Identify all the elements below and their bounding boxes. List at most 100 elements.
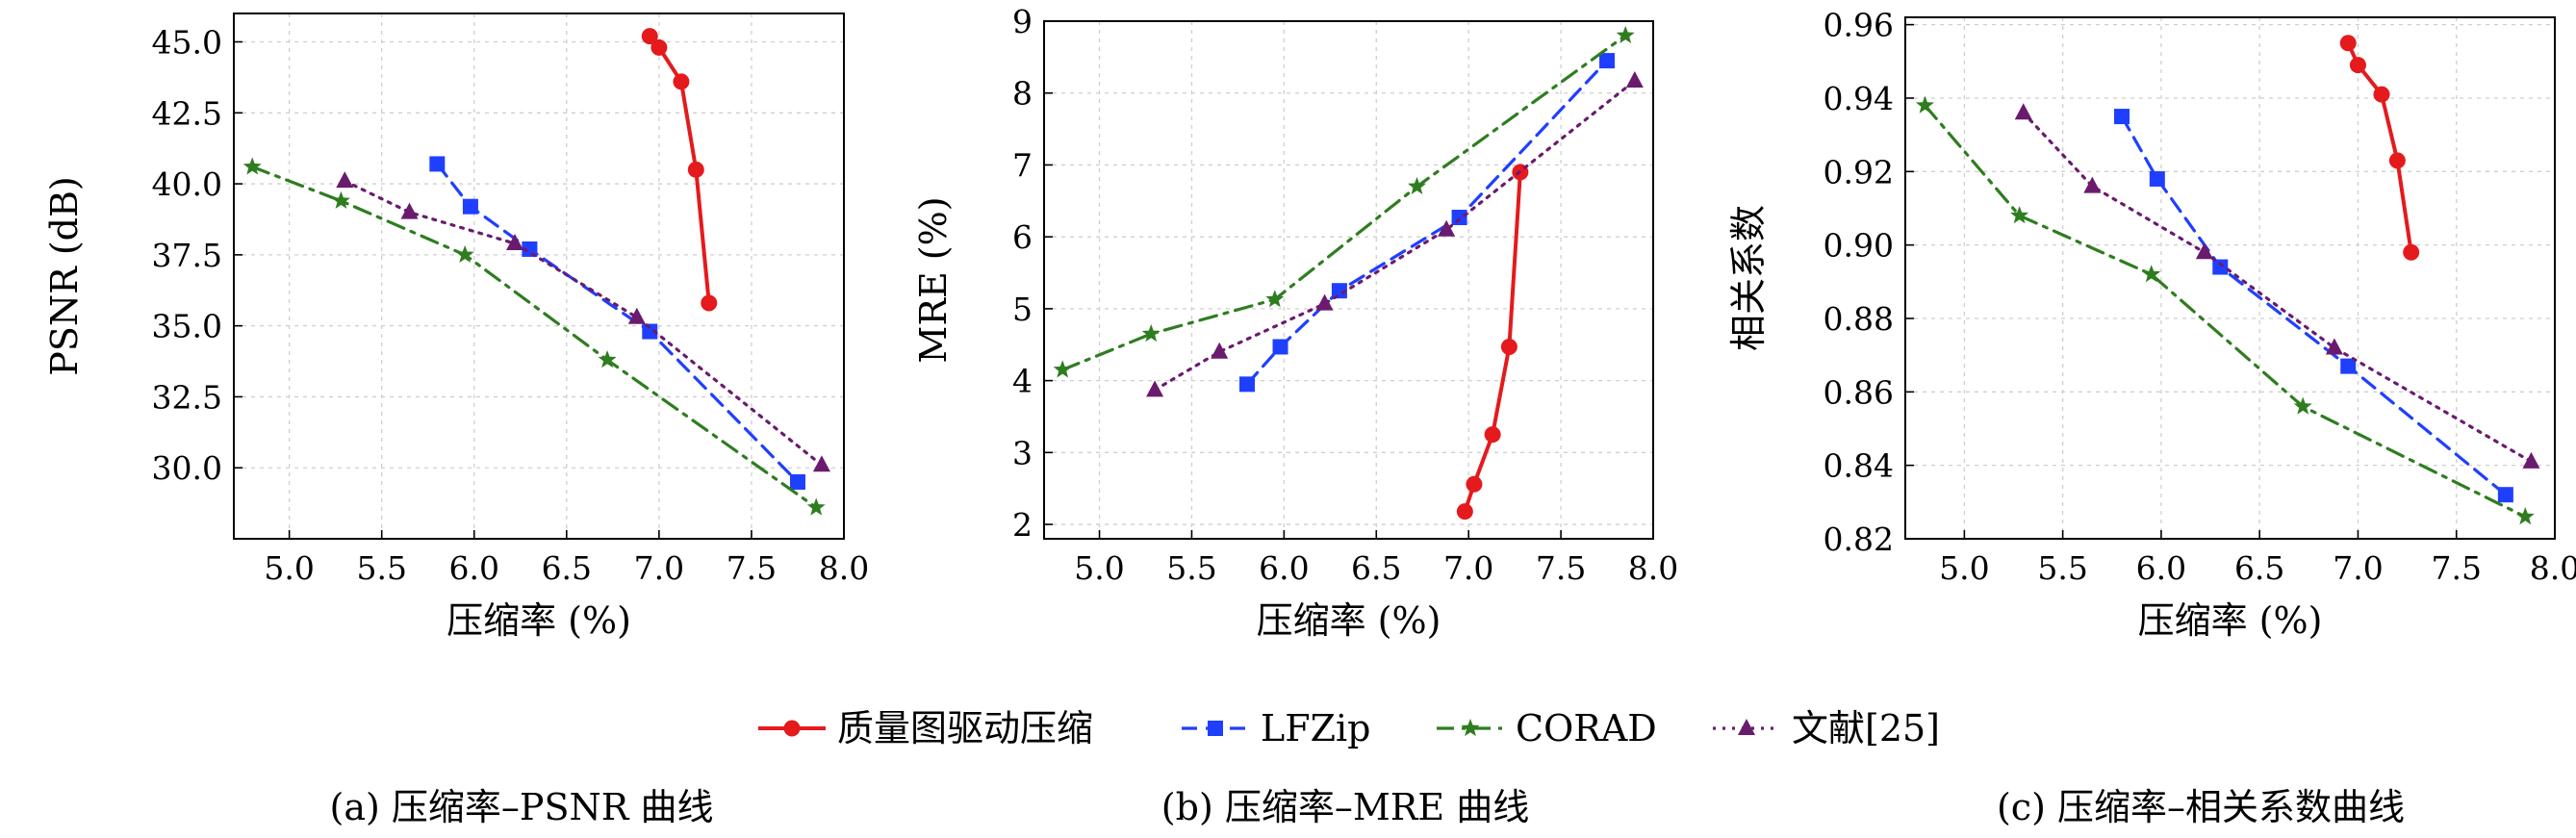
data-point <box>2195 242 2213 260</box>
series-line <box>343 179 824 467</box>
data-point <box>1599 53 1616 69</box>
legend-marker <box>1208 721 1223 736</box>
y-tick-label: 0.94 <box>1824 80 1894 117</box>
data-point <box>2293 396 2312 415</box>
data-point <box>2349 57 2366 74</box>
caption-c: (c) 压缩率–相关系数曲线 <box>1997 786 2405 828</box>
series-line <box>435 162 800 484</box>
data-point <box>673 73 690 90</box>
y-tick-label: 42.5 <box>152 94 222 132</box>
x-tick-label: 6.0 <box>449 549 499 587</box>
series-3 <box>242 157 826 516</box>
data-point <box>1616 25 1635 43</box>
series-4 <box>2014 103 2540 469</box>
data-point <box>331 190 350 209</box>
data-point <box>2522 451 2540 469</box>
data-point <box>2325 338 2343 355</box>
y-tick-label: 30.0 <box>152 449 222 487</box>
y-tick-label: 35.0 <box>152 308 222 345</box>
x-tick-label: 5.0 <box>1939 549 1989 587</box>
legend-item: 文献[25] <box>1713 707 1940 749</box>
legend-marker <box>783 720 801 737</box>
data-point <box>812 455 830 472</box>
series-3 <box>1915 95 2535 525</box>
series-1 <box>2339 35 2420 261</box>
data-point <box>1408 176 1426 194</box>
x-tick-label: 7.0 <box>2333 549 2383 587</box>
data-point <box>2497 487 2513 503</box>
chart-a: 5.0 5.5 6.0 6.5 7.0 7.5 8.0 30.0 32.5 35.0 37.5 40.… <box>43 13 869 642</box>
data-point <box>1484 426 1501 444</box>
data-point <box>1146 380 1164 397</box>
legend-marker <box>1461 719 1480 737</box>
legend-marker <box>1738 719 1755 735</box>
data-point <box>806 497 826 516</box>
x-tick-label: 7.5 <box>1536 549 1586 587</box>
data-point <box>789 473 805 490</box>
plot-frame <box>233 13 845 540</box>
data-point <box>1625 71 1644 89</box>
legend-item: 质量图驱动压缩 <box>758 707 1093 749</box>
y-tick-label: 2 <box>1012 506 1033 544</box>
x-axis-label: 压缩率 (%) <box>2138 599 2323 642</box>
data-point <box>1265 290 1285 308</box>
data-point <box>2373 86 2390 103</box>
series-1 <box>641 28 718 312</box>
series-line <box>1060 34 1627 371</box>
y-tick-label: 32.5 <box>152 378 222 416</box>
x-tick-label: 7.0 <box>1443 549 1493 587</box>
legend-label: LFZip <box>1261 707 1370 749</box>
data-point <box>455 244 474 263</box>
y-tick-label: 0.92 <box>1824 153 1894 190</box>
chart-c: 5.0 5.5 6.0 6.5 7.0 7.5 8.0 0.82 0.84 0.86 0.88 0.9… <box>1727 7 2576 642</box>
series-line <box>1923 103 2527 519</box>
data-point <box>627 307 646 324</box>
y-tick-label: 0.86 <box>1824 373 1894 411</box>
y-tick-label: 7 <box>1012 146 1033 184</box>
data-point <box>1438 219 1456 237</box>
series-4 <box>1146 71 1644 397</box>
x-tick-label: 5.0 <box>264 549 314 587</box>
y-tick-label: 40.0 <box>152 165 222 203</box>
plot-frame <box>1043 20 1654 540</box>
grid <box>1044 20 1654 539</box>
x-axis-label: 压缩率 (%) <box>446 599 631 642</box>
data-point <box>506 234 524 251</box>
y-tick-label: 0.90 <box>1824 227 1894 265</box>
series-line <box>1245 59 1609 386</box>
data-point <box>2388 152 2406 169</box>
data-point <box>242 157 262 175</box>
series-4 <box>336 171 830 472</box>
legend-item: LFZip <box>1182 707 1370 749</box>
y-tick-label: 8 <box>1012 75 1033 113</box>
data-point <box>336 171 354 189</box>
grid <box>1905 17 2556 540</box>
legend-label: 文献[25] <box>1792 707 1940 749</box>
x-tick-label: 6.0 <box>2136 549 2186 587</box>
x-tick-label: 8.0 <box>819 549 869 587</box>
x-tick-label: 6.0 <box>1259 549 1309 587</box>
data-point <box>2515 507 2535 525</box>
x-tick-label: 6.5 <box>542 549 592 587</box>
data-point <box>2403 243 2420 261</box>
data-point <box>598 350 617 368</box>
series-3 <box>1053 25 1635 378</box>
data-point <box>1451 209 1467 225</box>
data-point <box>1331 283 1347 299</box>
y-tick-label: 0.96 <box>1824 7 1894 44</box>
x-tick-label: 5.5 <box>356 549 406 587</box>
x-tick-label: 7.5 <box>2431 549 2481 587</box>
x-tick-label: 6.5 <box>1351 549 1401 587</box>
data-point <box>429 156 446 172</box>
data-point <box>1466 475 1483 493</box>
series-line <box>2022 111 2534 464</box>
x-tick-label: 8.0 <box>2530 549 2576 587</box>
caption-a: (a) 压缩率–PSNR 曲线 <box>330 786 714 828</box>
data-point <box>2010 206 2029 224</box>
data-point <box>1272 339 1288 355</box>
x-tick-label: 5.5 <box>2037 549 2087 587</box>
data-point <box>1211 342 1229 359</box>
y-tick-label: 6 <box>1012 218 1033 256</box>
grid <box>234 13 845 539</box>
